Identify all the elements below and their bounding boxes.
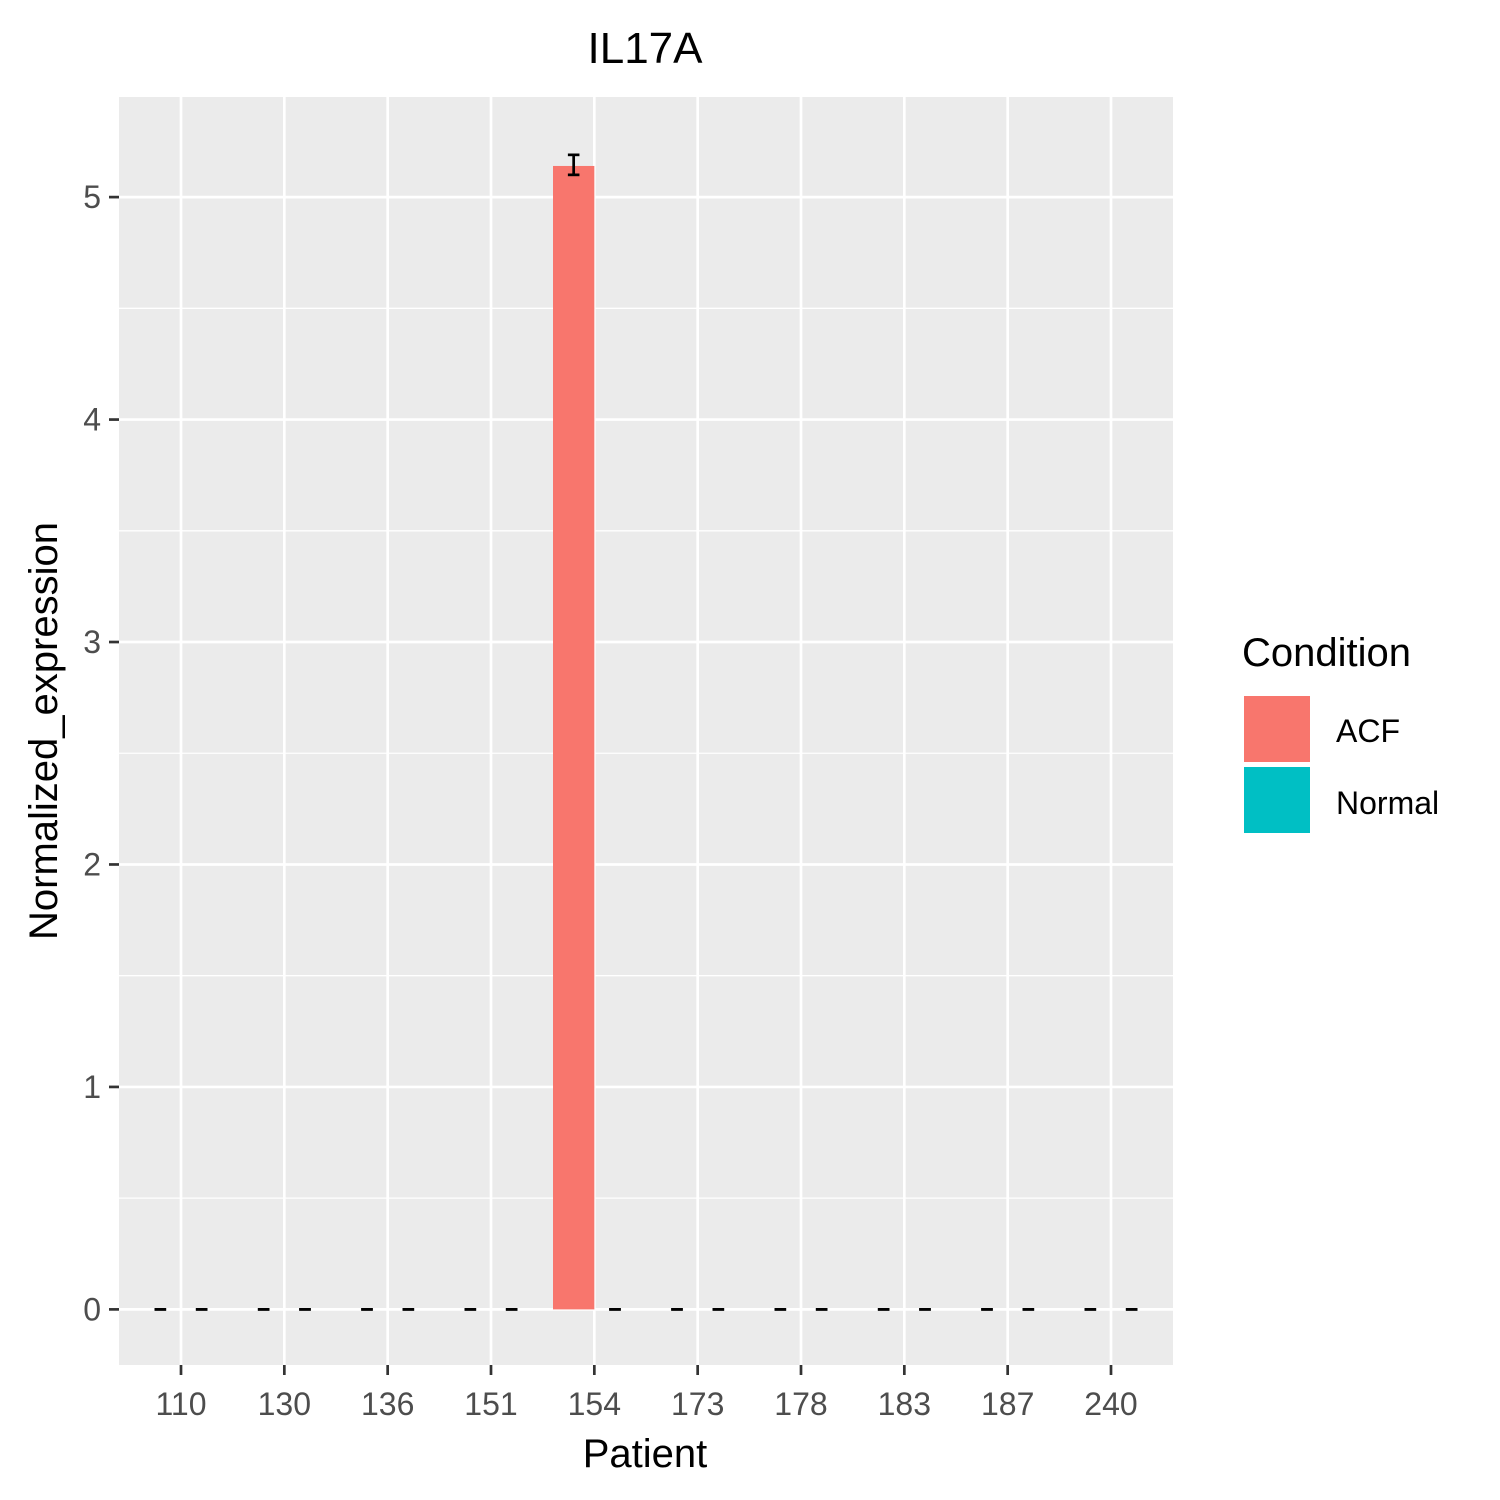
legend-key-normal xyxy=(1242,765,1312,835)
bars xyxy=(553,165,595,1310)
bar-acf-154 xyxy=(553,165,595,1310)
legend-key-acf xyxy=(1242,694,1312,764)
y-tick-label: 3 xyxy=(83,624,101,660)
y-tick-label: 0 xyxy=(83,1291,101,1327)
y-tick-label: 2 xyxy=(83,846,101,882)
plot-panel xyxy=(119,97,1173,1365)
error-bars xyxy=(154,153,1138,1311)
y-tick-label: 5 xyxy=(83,179,101,215)
x-axis-title: Patient xyxy=(583,1432,708,1476)
y-axis-title: Normalized_expression xyxy=(22,522,66,940)
x-tick-label: 151 xyxy=(464,1386,517,1422)
x-tick-label: 154 xyxy=(568,1386,621,1422)
x-tick-label: 240 xyxy=(1084,1386,1137,1422)
x-tick-label: 110 xyxy=(155,1386,206,1422)
legend-title: Condition xyxy=(1242,631,1411,675)
x-tick-label: 183 xyxy=(878,1386,931,1422)
grid-lines xyxy=(119,97,1173,1365)
x-tick-label: 173 xyxy=(671,1386,724,1422)
y-tick-label: 4 xyxy=(83,402,101,438)
legend-label-acf: ACF xyxy=(1336,713,1400,749)
error-bar-acf-154 xyxy=(567,153,580,177)
y-axis: 0 1 2 3 4 5 xyxy=(83,179,119,1327)
y-tick-label: 1 xyxy=(83,1069,101,1105)
chart-title: IL17A xyxy=(588,24,704,73)
x-tick-label: 187 xyxy=(981,1386,1034,1422)
x-tick-label: 136 xyxy=(361,1386,414,1422)
legend: Condition ACF Normal xyxy=(1242,631,1439,835)
x-axis: 110 130 136 151 154 173 178 183 187 240 xyxy=(155,1365,1138,1422)
x-tick-label: 130 xyxy=(258,1386,311,1422)
legend-label-normal: Normal xyxy=(1336,785,1439,821)
x-tick-label: 178 xyxy=(774,1386,827,1422)
